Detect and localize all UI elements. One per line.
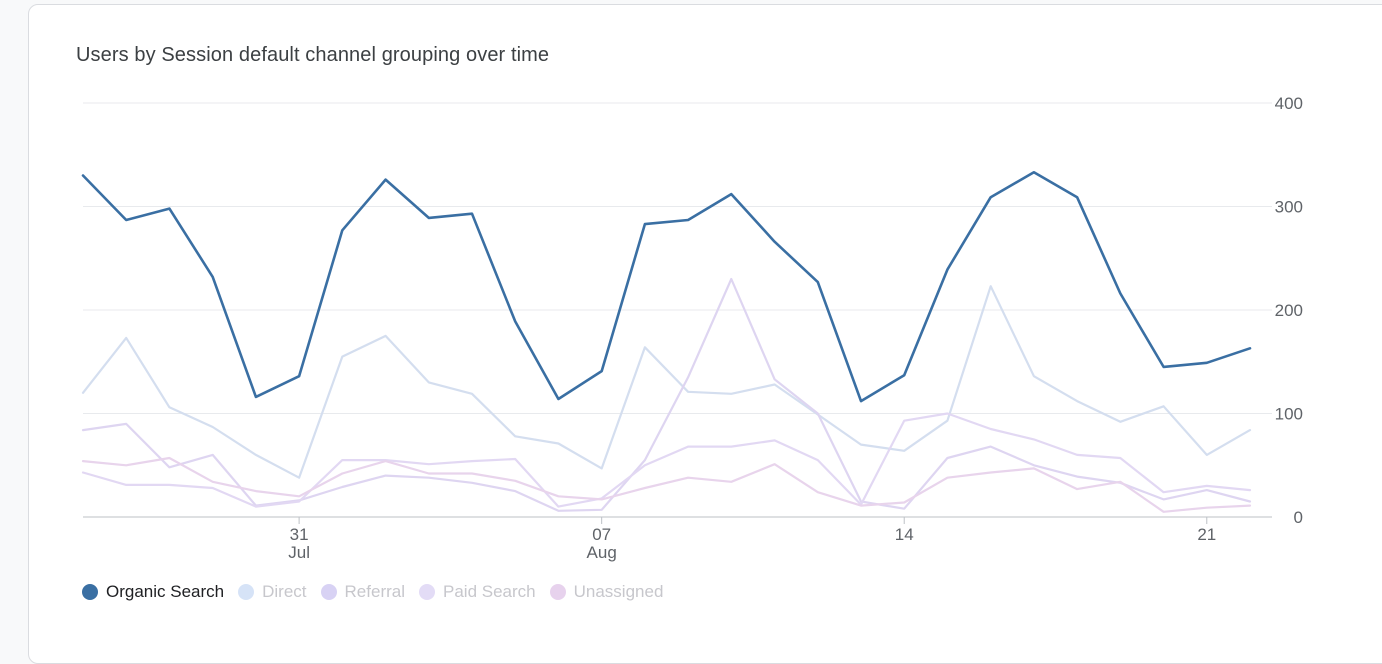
- chart-card: [28, 4, 1382, 664]
- x-tick-label: 07: [592, 525, 611, 544]
- legend-item-organic-search[interactable]: Organic Search: [82, 582, 224, 602]
- y-tick-label: 100: [1275, 405, 1303, 424]
- legend-label: Unassigned: [573, 582, 664, 601]
- legend-label: Referral: [344, 582, 405, 601]
- x-tick-label: 14: [895, 525, 914, 544]
- y-tick-label: 400: [1275, 94, 1303, 113]
- legend-dot-icon: [82, 584, 98, 600]
- series-line-unassigned[interactable]: [81, 456, 1252, 513]
- legend-dot-icon: [238, 584, 255, 600]
- series-line-paid-search[interactable]: [81, 412, 1252, 508]
- y-tick-label: 200: [1275, 301, 1303, 320]
- legend-dot-icon: [549, 584, 566, 600]
- x-tick-label: 21: [1197, 525, 1216, 544]
- series-line-direct[interactable]: [81, 285, 1252, 479]
- series-line-organic-search[interactable]: [81, 171, 1252, 403]
- x-tick-month-label: Jul: [288, 543, 310, 562]
- legend-item-paid-search[interactable]: Paid Search: [419, 582, 536, 602]
- y-tick-label: 0: [1294, 508, 1303, 527]
- legend-item-unassigned[interactable]: Unassigned: [549, 582, 664, 602]
- x-tick-month-label: Aug: [587, 543, 617, 562]
- legend-item-referral[interactable]: Referral: [320, 582, 405, 602]
- legend-item-direct[interactable]: Direct: [238, 582, 307, 602]
- x-tick-label: 31: [290, 525, 309, 544]
- legend-label: Direct: [262, 582, 307, 601]
- chart-legend: Organic Search Direct Referral Paid Search U…: [82, 582, 677, 602]
- y-tick-label: 300: [1275, 198, 1303, 217]
- chart-title: Users by Session default channel groupin…: [76, 44, 550, 66]
- legend-dot-icon: [419, 584, 435, 600]
- legend-label: Paid Search: [443, 582, 536, 601]
- legend-dot-icon: [320, 584, 337, 600]
- legend-label: Organic Search: [106, 582, 225, 601]
